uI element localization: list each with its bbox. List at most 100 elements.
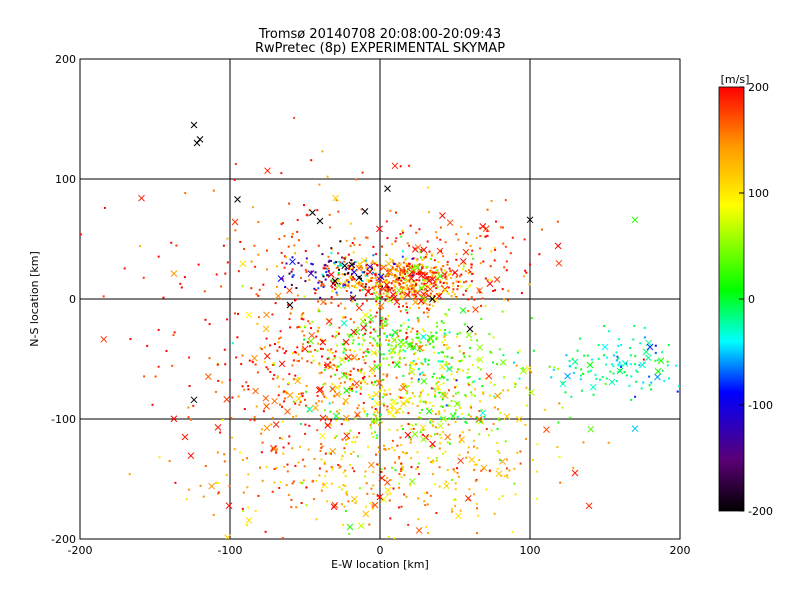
- scatter-point: [255, 405, 258, 408]
- scatter-point: [372, 337, 375, 340]
- scatter-x-marker: [364, 288, 372, 296]
- scatter-point: [170, 241, 173, 244]
- scatter-point: [237, 395, 240, 398]
- scatter-point: [361, 271, 364, 274]
- scatter-point: [415, 336, 418, 339]
- scatter-point: [197, 263, 200, 266]
- scatter-point: [299, 481, 302, 484]
- scatter-point: [443, 355, 446, 358]
- scatter-point: [393, 263, 396, 265]
- scatter-point: [417, 497, 420, 500]
- scatter-point: [381, 273, 384, 276]
- scatter-point: [251, 206, 254, 209]
- scatter-x-marker: [451, 269, 459, 276]
- scatter-point: [376, 494, 379, 497]
- scatter-point: [299, 276, 302, 279]
- scatter-point: [154, 375, 157, 378]
- scatter-point: [316, 349, 319, 352]
- scatter-point: [284, 397, 286, 400]
- scatter-point: [331, 286, 334, 289]
- scatter-x-marker: [224, 534, 231, 539]
- scatter-point: [375, 300, 378, 303]
- scatter-point: [435, 457, 438, 460]
- scatter-point: [430, 460, 433, 463]
- scatter-point: [445, 404, 448, 407]
- scatter-point: [419, 341, 422, 344]
- scatter-x-marker: [377, 302, 385, 310]
- scatter-point: [404, 363, 407, 366]
- scatter-point: [411, 274, 414, 277]
- scatter-point: [262, 410, 265, 413]
- scatter-point: [103, 206, 106, 209]
- scatter-point: [419, 399, 422, 402]
- scatter-point: [359, 487, 361, 490]
- scatter-point: [325, 271, 328, 274]
- scatter-x-marker: [654, 373, 661, 381]
- scatter-point: [442, 382, 445, 385]
- scatter-point: [456, 288, 459, 291]
- scatter-point: [516, 351, 519, 354]
- scatter-point: [316, 209, 319, 212]
- scatter-point: [318, 467, 321, 470]
- scatter-point: [184, 192, 187, 195]
- scatter-point: [376, 411, 379, 414]
- scatter-x-marker: [333, 391, 341, 398]
- scatter-point: [379, 402, 382, 405]
- scatter-point: [419, 271, 422, 274]
- scatter-point: [489, 381, 492, 384]
- scatter-point: [513, 482, 516, 485]
- scatter-point: [270, 423, 273, 426]
- scatter-point: [407, 412, 410, 415]
- scatter-point: [342, 286, 345, 289]
- scatter-point: [280, 251, 283, 254]
- scatter-point: [295, 506, 298, 509]
- scatter-point: [298, 403, 301, 406]
- scatter-point: [256, 371, 259, 374]
- scatter-point: [257, 316, 260, 319]
- scatter-point: [530, 371, 533, 374]
- scatter-point: [501, 310, 504, 313]
- scatter-point: [524, 269, 527, 272]
- scatter-point: [486, 208, 489, 211]
- scatter-point: [344, 316, 347, 319]
- scatter-point: [475, 478, 478, 481]
- scatter-point: [382, 353, 385, 356]
- scatter-point: [355, 178, 358, 181]
- scatter-point: [400, 235, 403, 238]
- scatter-point: [454, 392, 457, 395]
- scatter-point: [467, 272, 470, 274]
- scatter-point: [470, 393, 473, 396]
- scatter-point: [430, 267, 433, 270]
- scatter-point: [320, 282, 323, 285]
- scatter-point: [318, 280, 321, 283]
- scatter-point: [365, 283, 367, 286]
- scatter-point: [395, 211, 397, 214]
- scatter-point: [307, 448, 310, 451]
- scatter-point: [388, 388, 391, 391]
- scatter-point: [478, 377, 481, 380]
- scatter-point: [364, 259, 367, 262]
- scatter-point: [320, 371, 323, 374]
- scatter-point: [269, 371, 272, 373]
- scatter-x-marker: [317, 386, 324, 393]
- scatter-point: [431, 461, 434, 464]
- scatter-point: [489, 278, 492, 281]
- scatter-point: [219, 431, 222, 434]
- scatter-point: [346, 333, 349, 336]
- scatter-point: [474, 388, 476, 391]
- scatter-point: [402, 282, 405, 285]
- scatter-point: [399, 274, 402, 277]
- scatter-point: [514, 493, 517, 496]
- scatter-point: [394, 461, 397, 464]
- scatter-x-marker: [332, 194, 339, 202]
- scatter-point: [231, 342, 234, 345]
- scatter-point: [274, 343, 276, 345]
- scatter-point: [345, 419, 348, 422]
- scatter-x-marker: [388, 402, 396, 410]
- scatter-point: [397, 335, 400, 338]
- scatter-point: [280, 481, 282, 484]
- scatter-point: [388, 339, 391, 342]
- scatter-point: [331, 352, 334, 354]
- scatter-point: [437, 352, 440, 355]
- scatter-point: [316, 394, 319, 397]
